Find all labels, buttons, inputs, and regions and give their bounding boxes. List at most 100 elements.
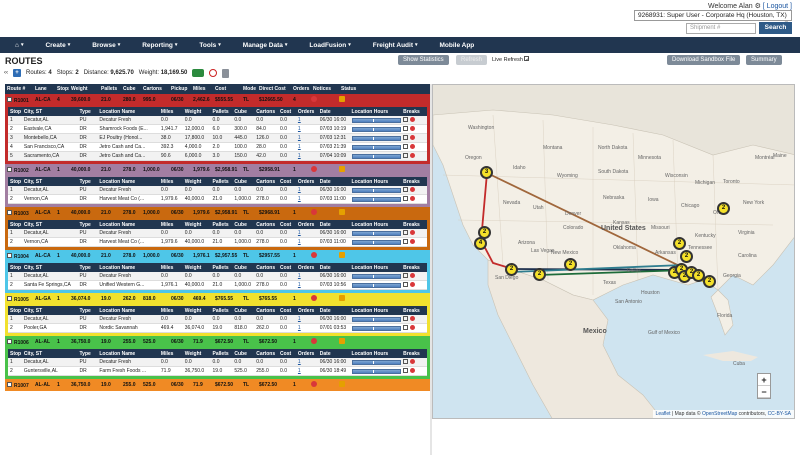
map-marker[interactable]: 2 bbox=[680, 250, 693, 263]
route-cell[interactable]: R1005 bbox=[14, 296, 29, 303]
notice-icon[interactable] bbox=[311, 96, 317, 102]
gear-icon[interactable]: ⚙ bbox=[754, 3, 761, 10]
route-checkbox[interactable] bbox=[7, 96, 12, 102]
route-column-header[interactable]: Cost bbox=[215, 86, 227, 92]
notice-icon[interactable] bbox=[311, 295, 317, 301]
license-link[interactable]: CC-BY-SA bbox=[767, 411, 791, 417]
panel-divider[interactable] bbox=[430, 84, 432, 455]
map-marker[interactable]: 2 bbox=[533, 268, 546, 281]
route-column-header[interactable]: Stops bbox=[57, 86, 69, 92]
remove-stop-icon[interactable] bbox=[409, 143, 415, 149]
stop-row[interactable]: 1 Decatur,AL PU Decatur Fresh 0.0 0.0 0.0 0.0 0.… bbox=[8, 358, 427, 367]
stop-cell[interactable]: 1 bbox=[297, 282, 301, 288]
stop-row[interactable]: 4 San Francisco,CA DR Jetro Cash and Ca... 3… bbox=[8, 143, 427, 152]
breaks-icon[interactable] bbox=[403, 186, 409, 192]
route-column-header[interactable]: Pickup bbox=[171, 86, 188, 92]
collapse-icon[interactable]: ‹‹ bbox=[4, 70, 8, 76]
stop-row[interactable]: 2 Guntersville,AL DR Farm Fresh Foods ... 71… bbox=[8, 367, 427, 376]
route-row[interactable]: R1007 AL-AL 1 36,750.0 19.0 255.0 525.0 06/30 71… bbox=[5, 379, 430, 391]
stop-cell[interactable]: 1 bbox=[297, 230, 301, 236]
nav-browse[interactable]: Browse ▾ bbox=[81, 42, 131, 49]
shipment-search-input[interactable]: Shipment # bbox=[686, 23, 756, 34]
nav-mobile-app[interactable]: Mobile App bbox=[429, 42, 486, 49]
route-checkbox[interactable] bbox=[7, 209, 12, 215]
breaks-icon[interactable] bbox=[403, 134, 409, 140]
stop-cell[interactable]: 1 bbox=[297, 325, 301, 331]
breaks-icon[interactable] bbox=[403, 125, 409, 131]
breaks-icon[interactable] bbox=[403, 324, 409, 330]
lock-icon[interactable] bbox=[339, 338, 345, 344]
stop-cell[interactable]: 1 bbox=[297, 144, 301, 150]
remove-stop-icon[interactable] bbox=[409, 186, 415, 192]
route-column-header[interactable]: Notices bbox=[313, 86, 332, 92]
stop-cell[interactable]: 1 bbox=[297, 196, 301, 202]
leaflet-link[interactable]: Leaflet bbox=[655, 411, 671, 417]
remove-stop-icon[interactable] bbox=[409, 315, 415, 321]
route-checkbox[interactable] bbox=[7, 252, 12, 258]
remove-stop-icon[interactable] bbox=[409, 238, 415, 244]
nav-manage-data[interactable]: Manage Data ▾ bbox=[232, 42, 299, 49]
route-checkbox[interactable] bbox=[7, 338, 12, 344]
map-marker[interactable]: 2 bbox=[505, 263, 518, 276]
route-checkbox[interactable] bbox=[7, 295, 12, 301]
zoom-in-button[interactable]: + bbox=[758, 374, 770, 386]
add-route-icon[interactable]: + bbox=[13, 69, 21, 77]
remove-stop-icon[interactable] bbox=[409, 272, 415, 278]
lock-icon[interactable] bbox=[339, 166, 345, 172]
remove-stop-icon[interactable] bbox=[409, 125, 415, 131]
stop-row[interactable]: 1 Decatur,AL PU Decatur Fresh 0.0 0.0 0.0 0.0 0.… bbox=[8, 272, 427, 281]
stop-row[interactable]: 2 Eastvale,CA DR Shamrock Foods (E... 1,941.… bbox=[8, 125, 427, 134]
user-selector[interactable]: 9268931: Super User - Corporate Hq (Hous… bbox=[634, 10, 792, 27]
notice-icon[interactable] bbox=[311, 381, 317, 387]
lock-icon[interactable] bbox=[339, 295, 345, 301]
route-column-header[interactable]: Lane bbox=[35, 86, 47, 92]
stop-cell[interactable]: 1 bbox=[297, 368, 301, 374]
no-icon[interactable] bbox=[209, 69, 218, 77]
route-row[interactable]: R1002 AL-CA 1 40,000.0 21.0 278.0 1,000.0 06/30… bbox=[5, 164, 430, 176]
route-column-header[interactable]: Status bbox=[341, 86, 357, 92]
refresh-button[interactable]: Refresh bbox=[456, 55, 488, 65]
live-refresh-toggle[interactable]: Live Refresh ✓ bbox=[492, 56, 531, 63]
zoom-out-button[interactable]: − bbox=[758, 386, 770, 398]
breaks-icon[interactable] bbox=[403, 195, 409, 201]
search-button[interactable]: Search bbox=[759, 22, 792, 34]
live-refresh-checkbox[interactable]: ✓ bbox=[524, 56, 531, 63]
breaks-icon[interactable] bbox=[403, 281, 409, 287]
remove-stop-icon[interactable] bbox=[409, 358, 415, 364]
notice-icon[interactable] bbox=[311, 209, 317, 215]
stop-cell[interactable]: 1 bbox=[297, 187, 301, 193]
breaks-icon[interactable] bbox=[403, 238, 409, 244]
stop-row[interactable]: 2 Pooler,GA DR Nordic Savannah 469.4 36,074.0… bbox=[8, 324, 427, 333]
route-row[interactable]: R1006 AL-AL 1 36,750.0 19.0 255.0 525.0 06/30 71… bbox=[5, 336, 430, 348]
map-marker[interactable]: 3 bbox=[480, 166, 493, 179]
map-marker[interactable]: 2 bbox=[717, 202, 730, 215]
breaks-icon[interactable] bbox=[403, 358, 409, 364]
route-column-header[interactable]: Miles bbox=[193, 86, 206, 92]
route-row[interactable]: R1005 AL-GA 1 36,074.0 19.0 262.0 818.0 06/30 46… bbox=[5, 293, 430, 305]
stop-row[interactable]: 2 Vernon,CA DR Harvest Meat Co (... 1,979.6 4… bbox=[8, 195, 427, 204]
route-cell[interactable]: R1007 bbox=[14, 382, 29, 389]
route-cell[interactable]: R1002 bbox=[14, 167, 29, 174]
lock-icon[interactable] bbox=[339, 381, 345, 387]
route-checkbox[interactable] bbox=[7, 166, 12, 172]
stop-cell[interactable]: 1 bbox=[297, 153, 301, 159]
breaks-icon[interactable] bbox=[403, 315, 409, 321]
download-sandbox-button[interactable]: Download Sandbox File bbox=[667, 55, 741, 65]
route-column-header[interactable]: Mode bbox=[243, 86, 257, 92]
remove-stop-icon[interactable] bbox=[409, 281, 415, 287]
route-column-header[interactable]: Orders bbox=[293, 86, 310, 92]
breaks-icon[interactable] bbox=[403, 143, 409, 149]
breaks-icon[interactable] bbox=[403, 229, 409, 235]
route-column-header[interactable]: Route # bbox=[7, 86, 26, 92]
stop-row[interactable]: 1 Decatur,AL PU Decatur Fresh 0.0 0.0 0.0 0.0 0.… bbox=[8, 116, 427, 125]
show-statistics-button[interactable]: Show Statistics bbox=[398, 55, 449, 65]
lock-icon[interactable] bbox=[339, 96, 345, 102]
remove-stop-icon[interactable] bbox=[409, 116, 415, 122]
stop-cell[interactable]: 1 bbox=[297, 239, 301, 245]
route-checkbox[interactable] bbox=[7, 381, 12, 387]
nav-freight-audit[interactable]: Freight Audit ▾ bbox=[362, 42, 429, 49]
nav-create[interactable]: Create ▾ bbox=[34, 42, 81, 49]
route-row[interactable]: R1003 AL-CA 1 40,000.0 21.0 278.0 1,000.0 06/30… bbox=[5, 207, 430, 219]
lock-icon[interactable] bbox=[339, 252, 345, 258]
remove-stop-icon[interactable] bbox=[409, 367, 415, 373]
